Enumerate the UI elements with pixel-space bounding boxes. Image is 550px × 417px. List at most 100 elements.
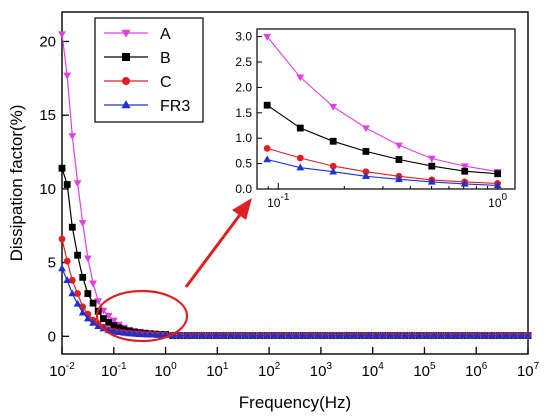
series-b: [58, 164, 532, 339]
data-point: [125, 329, 134, 337]
series-line: [61, 238, 528, 337]
inset-data-point: [263, 33, 272, 41]
y-tick-label: 5: [48, 255, 56, 272]
data-point: [63, 181, 71, 188]
data-point: [63, 72, 72, 80]
data-point: [104, 312, 113, 320]
data-point: [241, 331, 250, 339]
data-point: [83, 255, 92, 263]
x-tick-label: 101: [206, 361, 229, 380]
inset-data-point: [362, 172, 370, 180]
legend-label: FR3: [160, 98, 190, 115]
data-point: [89, 299, 97, 307]
inset-y-tick-label: 2.5: [235, 55, 252, 69]
data-point: [79, 273, 87, 281]
data-point: [357, 331, 366, 339]
data-point: [73, 299, 82, 307]
data-point: [487, 331, 496, 339]
inset-data-point: [362, 168, 370, 176]
data-point: [156, 330, 165, 338]
data-point: [408, 331, 416, 339]
inset-series-fr3: [263, 155, 502, 189]
inset-data-point: [263, 155, 272, 163]
inset-data-point: [395, 175, 403, 183]
x-tick-label: 105: [413, 361, 436, 380]
data-point: [176, 331, 184, 339]
data-point: [371, 331, 380, 339]
x-tick-label: 107: [517, 361, 540, 380]
data-point: [524, 331, 532, 339]
data-point: [342, 331, 351, 339]
inset-data-point: [263, 144, 271, 152]
legend-marker: [122, 53, 130, 61]
zoom-annotation: [95, 198, 252, 343]
data-point: [205, 331, 213, 339]
data-point: [79, 303, 87, 311]
data-point: [109, 327, 118, 335]
data-point: [83, 314, 92, 322]
inset-data-point: [263, 101, 271, 109]
data-point: [190, 331, 199, 339]
inset-x-tick-label: 100: [488, 192, 507, 210]
data-point: [68, 289, 77, 297]
legend-marker: [121, 100, 131, 109]
inset-data-point: [296, 154, 304, 162]
inset-series-line: [266, 104, 498, 175]
data-point: [140, 330, 149, 338]
data-point: [466, 331, 474, 339]
inset-data-point: [428, 162, 436, 170]
data-point: [219, 331, 228, 339]
inset-series-b: [263, 101, 502, 178]
zoom-arrow-head: [232, 198, 252, 220]
data-point: [255, 331, 264, 339]
legend-label: B: [160, 50, 171, 67]
data-point: [115, 328, 123, 336]
data-point: [135, 330, 144, 337]
zoom-arrow-shaft: [184, 211, 244, 288]
inset-chart: 0.0 0.5 1.0 1.5 2.0 2.5 3.0 10-1 100: [235, 28, 516, 210]
legend-label: A: [160, 26, 171, 43]
main-plot-frame: [61, 11, 529, 355]
x-tick-label: 106: [465, 361, 488, 380]
data-point: [99, 315, 107, 323]
y-axis-title: Dissipation factor(%): [7, 105, 26, 262]
data-point: [495, 331, 503, 339]
inset-data-point: [493, 181, 502, 189]
data-point: [130, 329, 139, 337]
series-line: [61, 168, 528, 337]
inset-data-point: [427, 155, 436, 163]
data-point: [197, 331, 206, 339]
inset-data-point: [461, 167, 469, 175]
inset-data-point: [329, 103, 338, 111]
data-point: [473, 331, 482, 339]
data-point: [299, 331, 308, 339]
inset-frame: [256, 28, 516, 190]
inset-series-line: [266, 36, 498, 173]
inset-series-layer: [263, 33, 502, 189]
data-point: [183, 331, 192, 339]
inset-x-tick-label: 10-1: [267, 192, 290, 210]
data-point: [58, 164, 66, 172]
data-point: [74, 251, 81, 259]
inset-data-point: [329, 162, 337, 170]
legend-marker: [121, 29, 131, 38]
data-point: [78, 308, 87, 316]
legend: ABC FR3: [94, 17, 204, 123]
data-point: [89, 318, 97, 326]
inset-data-point: [296, 74, 305, 82]
data-point: [68, 223, 76, 231]
series-c: [58, 235, 532, 339]
data-point: [480, 331, 489, 339]
inset-y-tick-label: 3.0: [235, 30, 252, 44]
inset-data-point: [427, 177, 436, 185]
data-point: [248, 331, 257, 339]
data-point: [379, 331, 387, 339]
data-point: [110, 322, 118, 330]
data-point: [115, 324, 123, 332]
data-point: [58, 31, 66, 39]
inset-data-point: [460, 179, 469, 187]
data-point: [451, 331, 460, 339]
inset-data-point: [362, 125, 370, 133]
inset-data-point: [460, 163, 469, 171]
